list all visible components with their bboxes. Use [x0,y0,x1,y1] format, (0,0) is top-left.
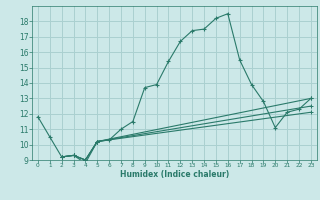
X-axis label: Humidex (Indice chaleur): Humidex (Indice chaleur) [120,170,229,179]
